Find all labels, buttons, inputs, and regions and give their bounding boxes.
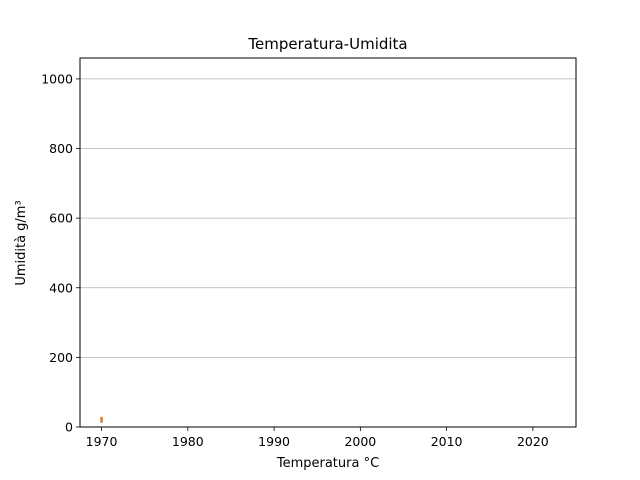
x-tick-label: 2020 [517,434,549,449]
y-tick-label: 0 [65,420,73,435]
x-axis-label: Temperatura °C [276,456,379,471]
y-axis: 0 200 400 600 800 1000 [41,71,80,435]
y-tick-label: 200 [49,350,73,365]
x-tick-label: 2010 [431,434,463,449]
y-tick-label: 800 [49,141,73,156]
x-tick-label: 1980 [172,434,204,449]
y-tick-label: 1000 [41,71,73,86]
x-tick-label: 1990 [258,434,290,449]
plot-frame [79,57,577,428]
chart-title: Temperatura-Umidita [247,35,407,53]
y-tick-label: 600 [49,211,73,226]
x-axis: 1970 1980 1990 2000 2010 2020 [86,427,549,449]
y-axis-label: Umidità g/m³ [14,200,29,285]
y-tick-label: 400 [49,280,73,295]
data-points [100,416,103,423]
x-tick-label: 1970 [86,434,118,449]
x-tick-label: 2000 [344,434,376,449]
data-point [100,416,103,422]
